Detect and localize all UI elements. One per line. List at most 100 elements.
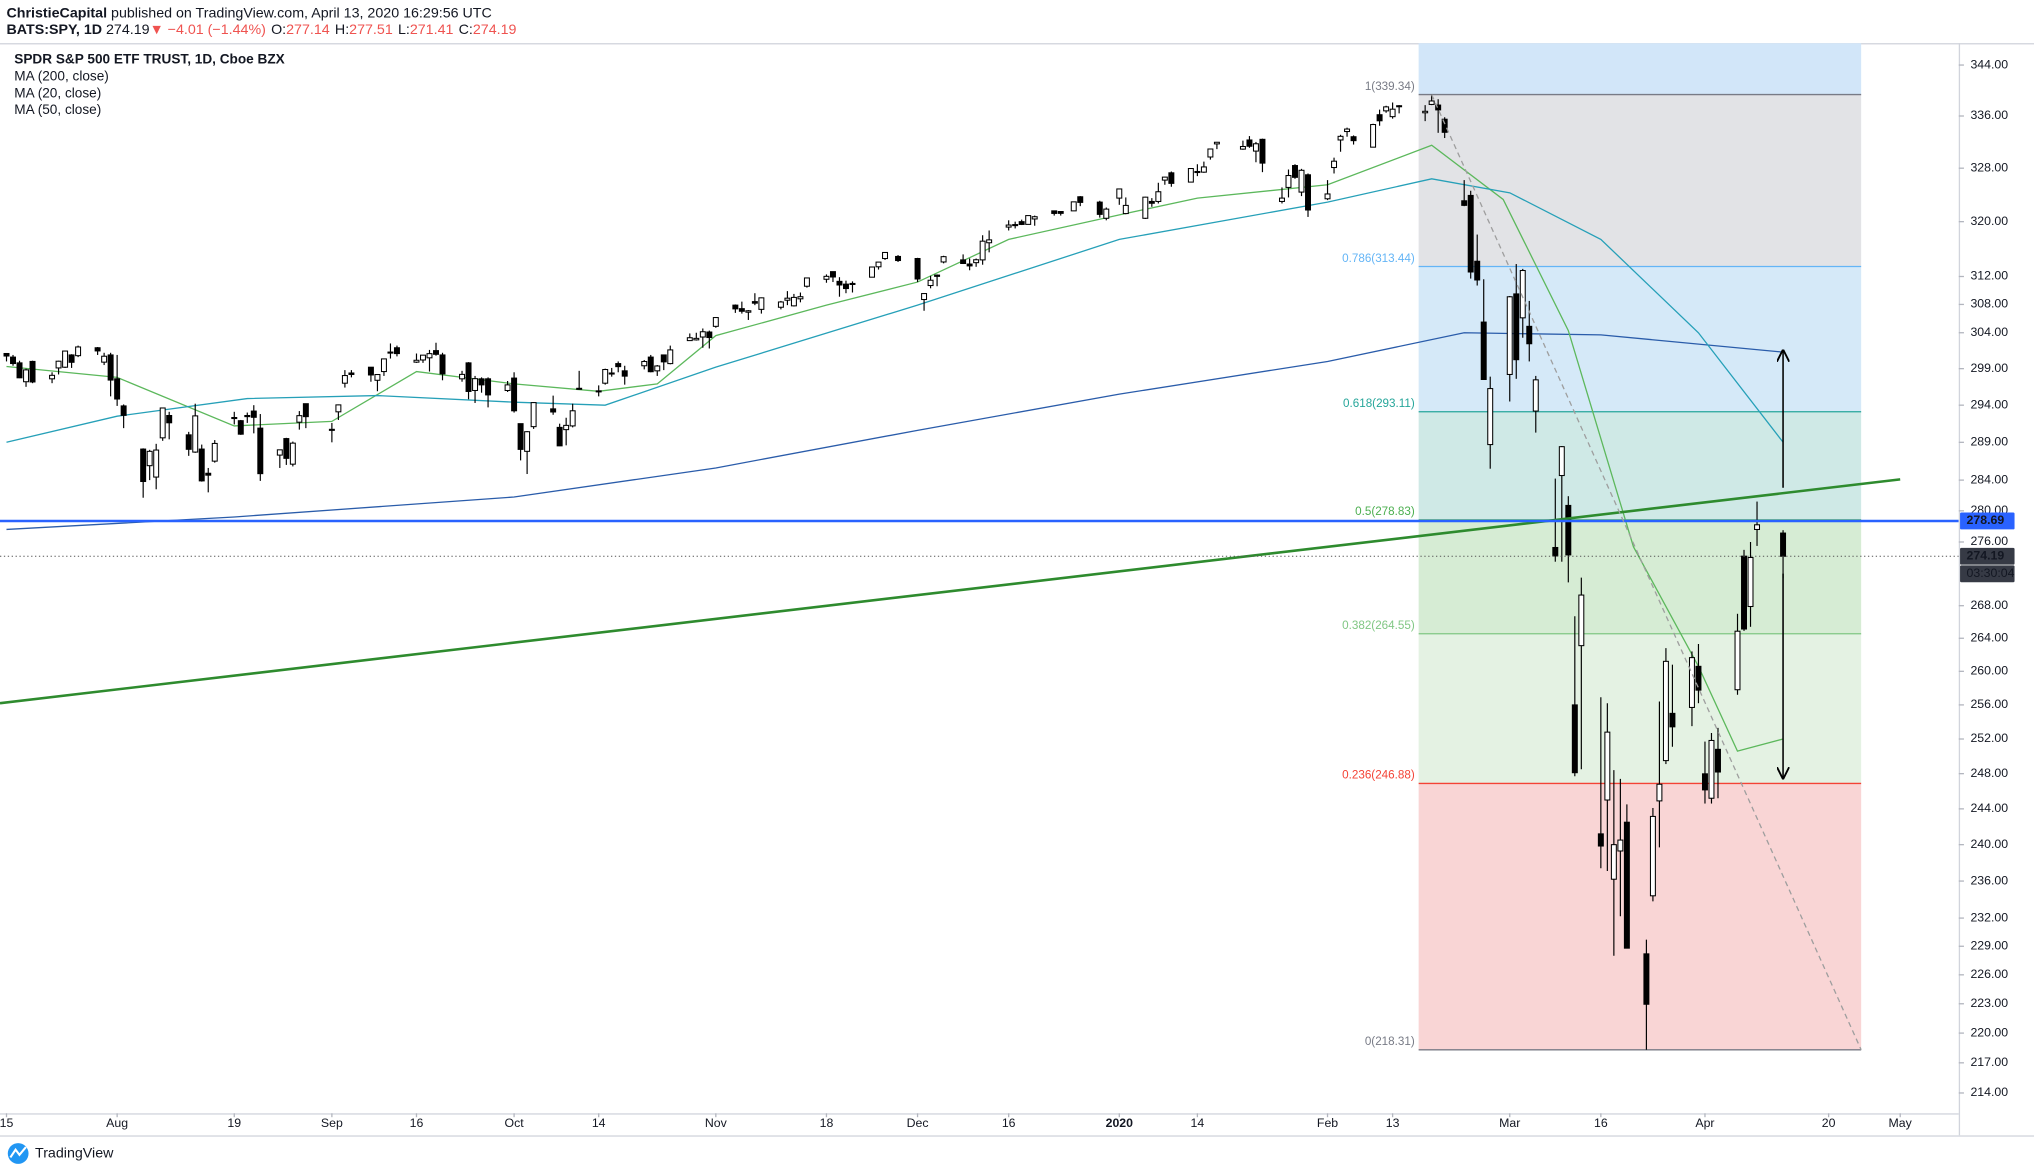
candle-body bbox=[1467, 194, 1474, 273]
fib-extension-zone bbox=[1418, 43, 1862, 95]
candle-body bbox=[1122, 204, 1129, 215]
candle-body bbox=[1669, 712, 1676, 728]
y-tick-label: 256.00 bbox=[1970, 697, 2008, 711]
fib-label: 0.618(293.11) bbox=[1343, 397, 1415, 410]
candle-body bbox=[393, 347, 400, 355]
x-tick-label: 2020 bbox=[1106, 1116, 1134, 1130]
candle-body bbox=[1526, 325, 1533, 345]
candle-body bbox=[478, 378, 485, 386]
candle-body bbox=[569, 410, 576, 427]
candle-body bbox=[1519, 270, 1526, 319]
price-label-box bbox=[1960, 547, 2015, 565]
candle-body bbox=[1331, 160, 1338, 169]
candle-body bbox=[1617, 839, 1624, 852]
candle-body bbox=[790, 296, 797, 307]
candle-body bbox=[1031, 216, 1038, 220]
candle-body bbox=[198, 448, 205, 482]
x-tick-label: 13 bbox=[1386, 1116, 1400, 1130]
candle-body bbox=[420, 354, 426, 361]
y-tick-label: 217.00 bbox=[1970, 1055, 2008, 1069]
candle-body bbox=[1051, 210, 1058, 214]
change: ▼ −4.01 (−1.44%) bbox=[150, 22, 266, 38]
candle-body bbox=[244, 414, 251, 418]
candle-body bbox=[667, 349, 674, 365]
y-tick-label: 308.00 bbox=[1970, 297, 2008, 311]
x-tick-label: 18 bbox=[820, 1116, 834, 1130]
fib-label: 0(218.31) bbox=[1365, 1035, 1415, 1048]
y-tick-label: 214.00 bbox=[1970, 1085, 2008, 1099]
candle-body bbox=[524, 431, 531, 452]
fib-label: 1(339.34) bbox=[1365, 80, 1415, 93]
candle-body bbox=[660, 354, 667, 363]
y-tick-label: 268.00 bbox=[1970, 598, 2008, 612]
candle-body bbox=[1558, 446, 1565, 477]
y-tick-label: 276.00 bbox=[1970, 534, 2008, 548]
candle-body bbox=[712, 317, 719, 327]
candle-body bbox=[459, 373, 466, 380]
y-tick-label: 240.00 bbox=[1970, 837, 2008, 851]
candle-body bbox=[1005, 224, 1012, 228]
fib-label: 0.236(246.88) bbox=[1342, 769, 1415, 782]
candle-body bbox=[550, 408, 557, 413]
candle-body bbox=[1246, 139, 1253, 147]
candle-body bbox=[439, 354, 446, 375]
y-tick-label: 244.00 bbox=[1970, 801, 2008, 815]
candle-body bbox=[120, 405, 127, 416]
candle-body bbox=[1370, 124, 1377, 148]
price-axis-border bbox=[1958, 43, 1961, 1136]
candle-body bbox=[1688, 657, 1695, 708]
x-tick-label: Nov bbox=[705, 1116, 728, 1130]
candle-body bbox=[140, 448, 147, 483]
y-tick-label: 312.00 bbox=[1970, 269, 2008, 283]
countdown: 03:30:04 bbox=[1967, 566, 2015, 580]
candle-body bbox=[1656, 783, 1663, 802]
candle-body bbox=[1734, 630, 1741, 691]
y-tick-label: 294.00 bbox=[1970, 397, 2008, 411]
candle-body bbox=[302, 403, 309, 418]
candle-body bbox=[1344, 128, 1351, 133]
moving-average bbox=[6, 178, 1784, 443]
candle-body bbox=[745, 310, 752, 313]
candle-body bbox=[1012, 224, 1019, 227]
quote-value: 274.19 bbox=[473, 22, 517, 38]
quote-value: 277.14 bbox=[286, 22, 330, 38]
candle-body bbox=[1435, 104, 1442, 111]
candle-body bbox=[602, 369, 609, 384]
candle-body bbox=[1376, 114, 1383, 122]
candle-body bbox=[1396, 105, 1403, 108]
quote-value: 277.51 bbox=[349, 22, 393, 38]
published: published on TradingView.com, April 13, … bbox=[111, 5, 492, 21]
price-label-box bbox=[1960, 512, 2015, 530]
candle-body bbox=[1383, 106, 1390, 112]
candle-body bbox=[283, 438, 290, 459]
candle-body bbox=[289, 442, 296, 465]
candle-body bbox=[1643, 953, 1650, 1005]
candle-body bbox=[1623, 821, 1630, 949]
candle-body bbox=[380, 358, 387, 373]
candle-body bbox=[882, 251, 889, 260]
y-tick-label: 229.00 bbox=[1970, 939, 2008, 953]
candle-body bbox=[1532, 379, 1539, 412]
candle-body bbox=[940, 256, 947, 263]
candle-body bbox=[433, 350, 439, 355]
candle-body bbox=[895, 255, 902, 262]
candle-body bbox=[10, 356, 16, 365]
fib-label: 0.382(264.55) bbox=[1342, 619, 1415, 632]
candle-body bbox=[153, 449, 160, 478]
candle-body bbox=[1741, 555, 1747, 630]
y-tick-label: 236.00 bbox=[1970, 873, 2008, 887]
candle-body bbox=[276, 449, 283, 456]
candle-body bbox=[1747, 556, 1754, 608]
candle-body bbox=[530, 402, 537, 428]
candle-body bbox=[49, 374, 56, 380]
candle-body bbox=[784, 297, 791, 301]
candle-body bbox=[576, 387, 583, 390]
trend-line bbox=[1431, 94, 1862, 1051]
candle-body bbox=[29, 360, 36, 383]
candle-body bbox=[1155, 191, 1162, 202]
time-axis-border bbox=[0, 1113, 1959, 1115]
candle-body bbox=[751, 301, 758, 304]
candle-body bbox=[1096, 201, 1103, 215]
